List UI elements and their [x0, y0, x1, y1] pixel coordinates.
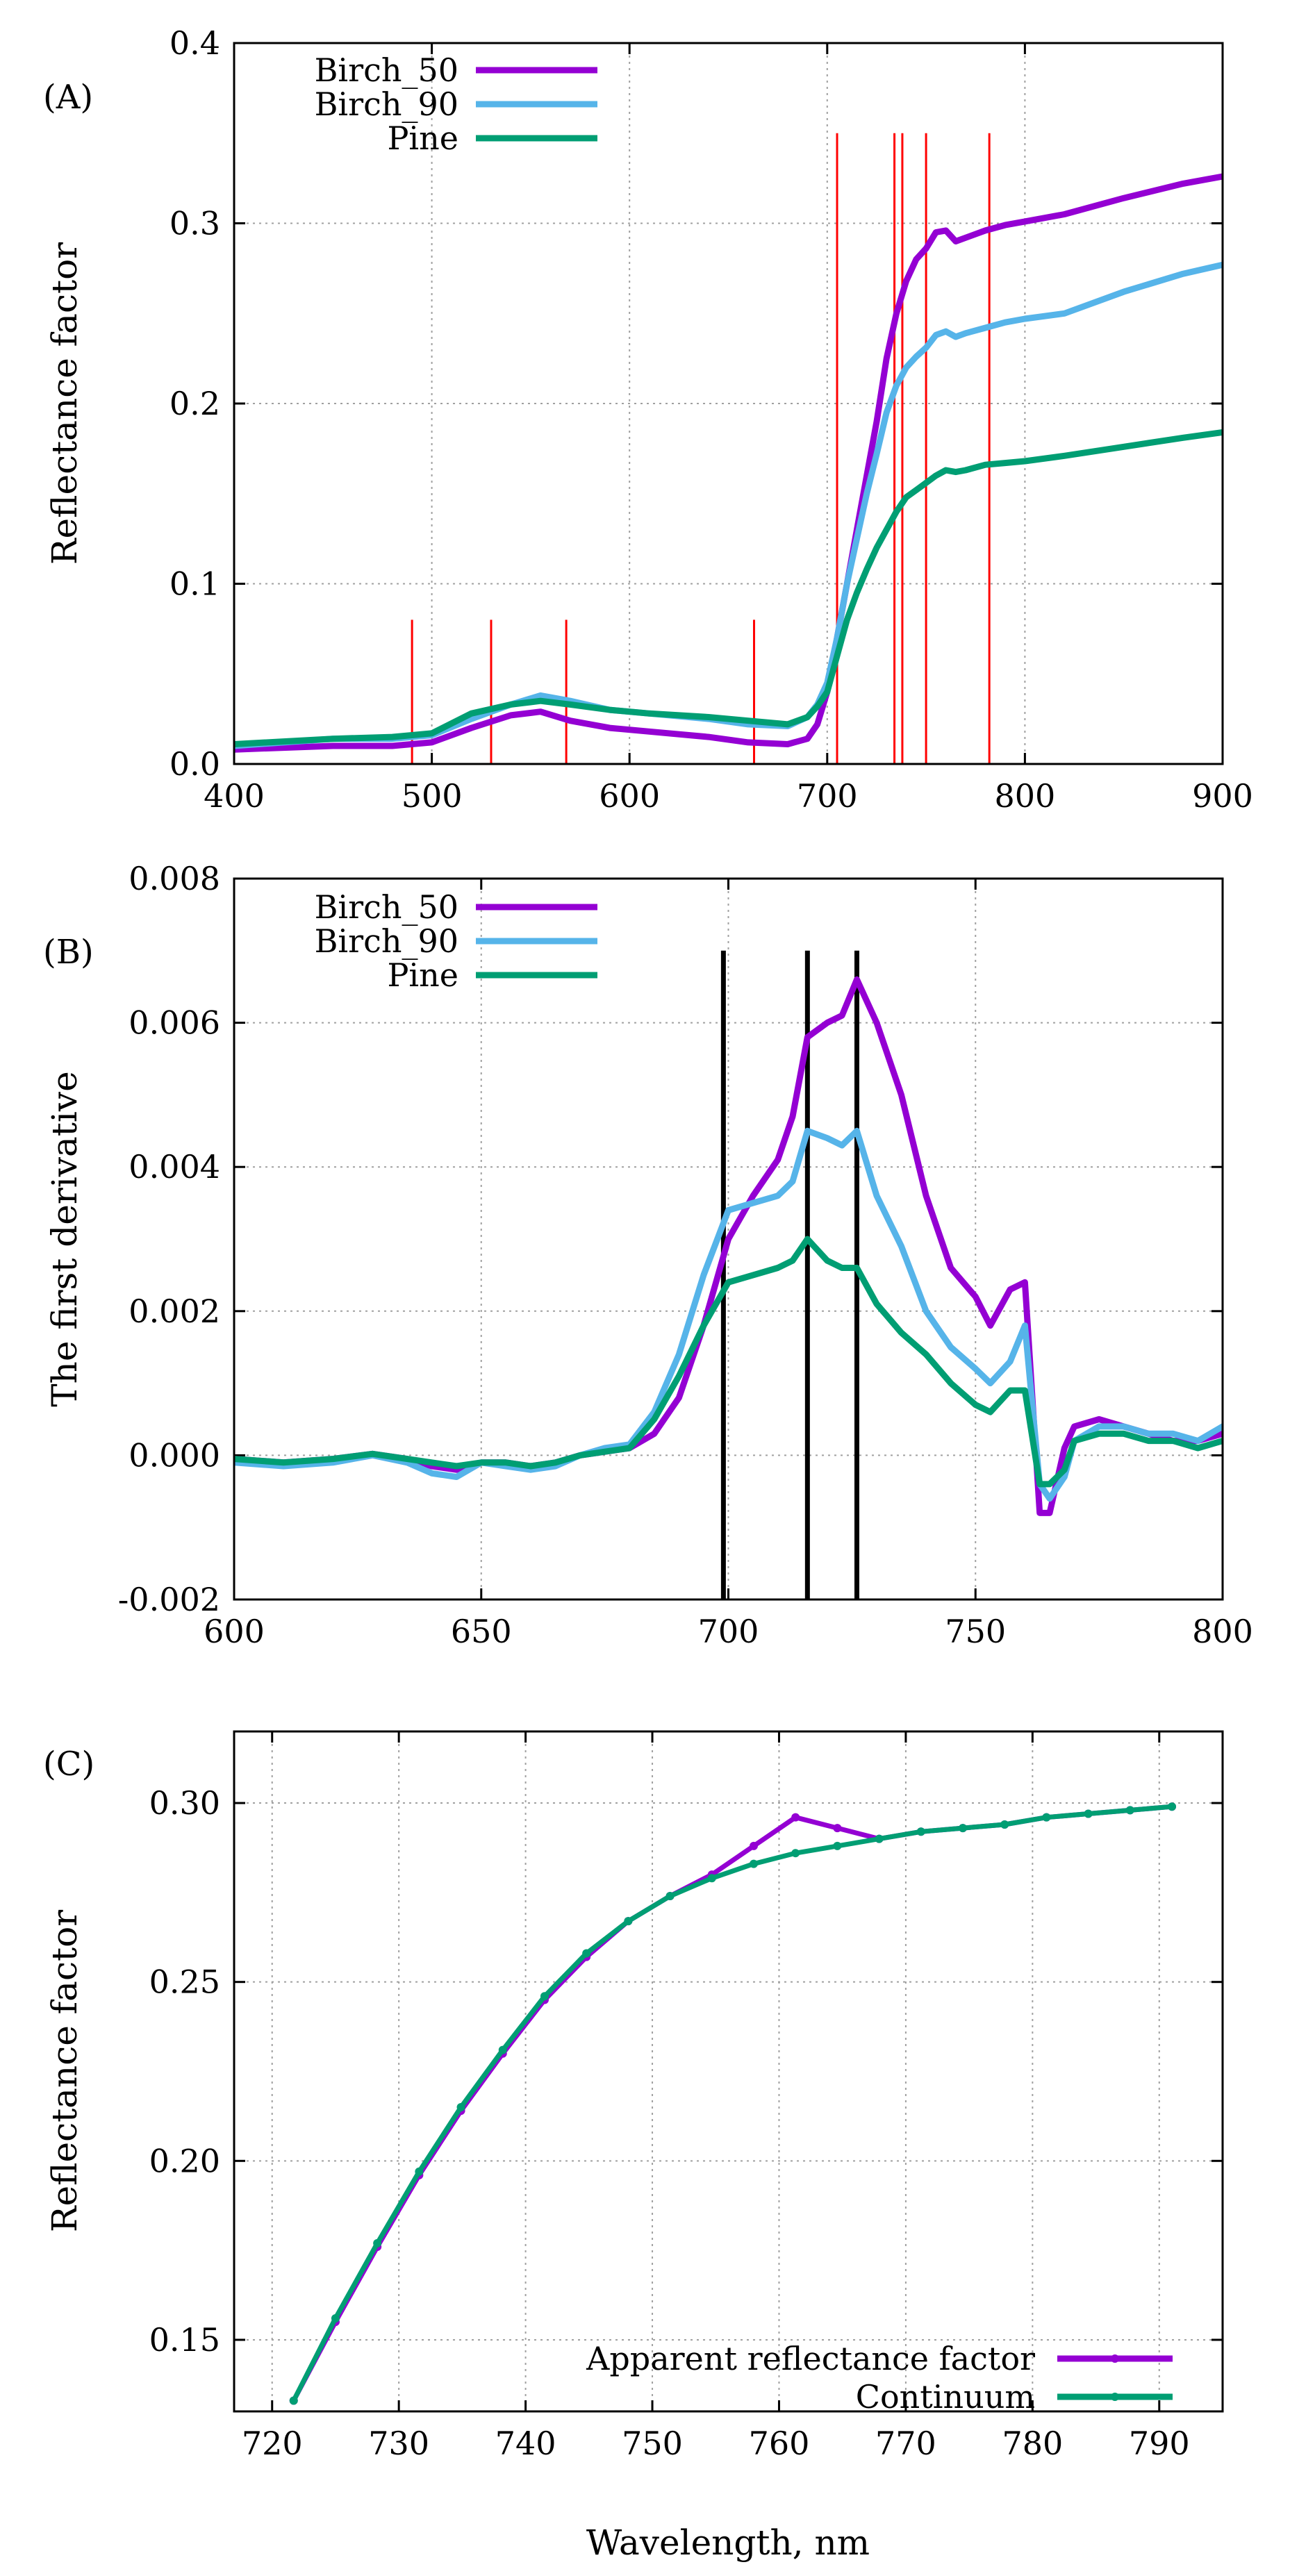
data-point [456, 2103, 465, 2112]
data-point [289, 2396, 298, 2405]
series-group [234, 173, 1223, 753]
data-point [749, 1859, 758, 1868]
data-point [498, 2045, 507, 2054]
data-point [749, 1841, 758, 1850]
x-tick-label: 780 [1002, 2425, 1063, 2462]
legend-label: Birch_50 [315, 888, 458, 926]
series-line-apparent-reflectance-factor [291, 1804, 1175, 2403]
chart-panel-2: 600 650 700 750 800 -0.002 0.000 0.002 0.004 0.00… [43, 860, 1253, 1650]
plot-frame [233, 42, 1224, 765]
y-tick-label: 0.1 [169, 565, 220, 603]
y-tick-label: 0.2 [169, 385, 220, 422]
chart-panel-3: 720 730 740 750 760 770 780 790 0.15 0.20 0.25 0.30… [43, 1730, 1224, 2563]
y-tick-label: 0.15 [149, 2321, 220, 2359]
data-point [373, 2238, 382, 2247]
y-tick-label: 0.4 [169, 24, 220, 62]
y-tick-label: -0.002 [118, 1581, 220, 1618]
x-tick-label: 750 [945, 1613, 1006, 1650]
x-tick-label: 500 [402, 777, 463, 815]
x-tick-label: 700 [698, 1613, 759, 1650]
data-point [1168, 1802, 1177, 1811]
data-point [875, 1834, 884, 1843]
series-line-continuum [291, 1804, 1175, 2403]
data-point [582, 1949, 591, 1958]
legend-label: Birch_90 [315, 85, 458, 123]
data-point [624, 1917, 633, 1926]
y-tick-label: 0.3 [169, 205, 220, 242]
data-point [1000, 1820, 1009, 1829]
x-tick-label: 750 [622, 2425, 683, 2462]
legend-label: Pine [387, 956, 458, 994]
legend-label: Birch_50 [315, 51, 458, 89]
x-tick-label: 720 [242, 2425, 303, 2462]
plot-frame [233, 877, 1224, 1601]
legend-marker [1111, 2354, 1119, 2363]
data-point [916, 1827, 925, 1836]
data-point [959, 1824, 968, 1833]
x-tick-label: 760 [749, 2425, 810, 2462]
x-tick-label: 730 [368, 2425, 429, 2462]
series-line-birch-50 [234, 976, 1223, 1516]
data-point [665, 1892, 675, 1901]
data-point [540, 1992, 549, 2001]
legend-marker [1111, 2393, 1119, 2401]
data-point [791, 1849, 800, 1858]
y-axis-title: Reflectance factor [44, 242, 85, 565]
x-tick-label: 400 [204, 777, 265, 815]
x-tick-label: 600 [204, 1613, 265, 1650]
data-point [1125, 1806, 1134, 1815]
series-line-birch-50 [234, 173, 1223, 753]
x-tick-label: 650 [451, 1613, 512, 1650]
x-tick-label: 800 [1192, 1613, 1253, 1650]
x-tick-label: 740 [495, 2425, 556, 2462]
x-tick-label: 800 [994, 777, 1055, 815]
data-point [833, 1841, 842, 1850]
y-tick-label: 0.20 [149, 2142, 220, 2179]
y-tick-label: 0.000 [129, 1436, 220, 1474]
data-point [1042, 1813, 1051, 1822]
y-axis-title: Reflectance factor [44, 1910, 85, 2232]
panel-label: (C) [43, 1745, 94, 1784]
y-axis-title: The first derivative [44, 1071, 85, 1406]
series-group [234, 976, 1223, 1516]
y-tick-label: 0.25 [149, 1963, 220, 2001]
data-point [833, 1824, 842, 1833]
chart-panel-1: 400 500 600 700 800 900 0.0 0.1 0.2 0.3 0.4 (A) Refl… [43, 24, 1253, 815]
panel-label: (A) [43, 78, 93, 117]
data-point [791, 1813, 800, 1822]
series-line-pine [234, 429, 1223, 747]
x-tick-label: 900 [1192, 777, 1253, 815]
legend-label: Birch_90 [315, 922, 458, 960]
x-tick-label: 700 [797, 777, 858, 815]
x-tick-label: 600 [599, 777, 660, 815]
y-tick-label: 0.30 [149, 1784, 220, 1822]
plot-frame [233, 1730, 1224, 2413]
y-tick-label: 0.004 [129, 1148, 220, 1186]
y-tick-label: 0.002 [129, 1293, 220, 1330]
y-tick-label: 0.008 [129, 860, 220, 897]
legend-label: Continuum [856, 2378, 1035, 2416]
panel-label: (B) [43, 933, 94, 972]
data-point [707, 1874, 716, 1883]
y-tick-label: 0.0 [169, 745, 220, 783]
legend-label: Pine [387, 119, 458, 157]
x-axis-title: Wavelength, nm [586, 2523, 870, 2563]
series-line-birch-90 [234, 261, 1223, 749]
x-tick-label: 790 [1129, 2425, 1190, 2462]
data-point [1084, 1809, 1093, 1818]
y-tick-label: 0.006 [129, 1004, 220, 1042]
series-group [289, 1802, 1177, 2405]
legend-label: Apparent reflectance factor [586, 2340, 1035, 2377]
data-point [415, 2167, 424, 2176]
x-tick-label: 770 [875, 2425, 936, 2462]
data-point [331, 2314, 340, 2323]
series-line-pine [234, 1236, 1223, 1488]
